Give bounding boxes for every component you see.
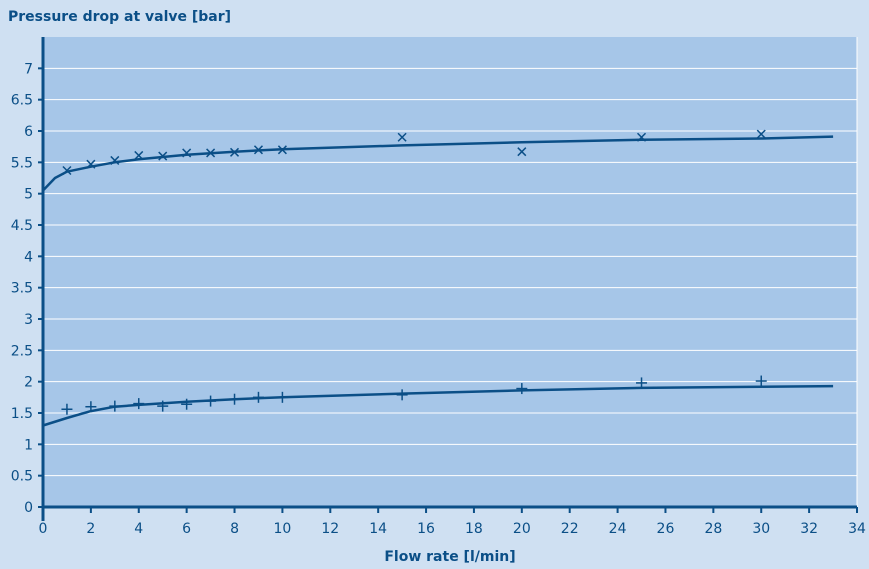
plus-marker [252,391,264,403]
x-tick-label: 28 [704,521,722,537]
x-axis-ticks: 0 2 4 6 8 10 12 14 16 18 20 22 24 26 28 30 32 34 [39,507,866,537]
x-axis-title: Flow rate [l/min] [384,549,515,565]
y-tick-label: 4.5 [11,218,33,234]
x-tick-label: 32 [800,521,818,537]
x-tick-label: 10 [273,521,291,537]
x-tick-label: 12 [321,521,339,537]
x-tick-label: 18 [465,521,483,537]
x-marker [229,147,240,157]
x-marker [253,145,264,155]
y-tick-label: 2 [24,375,33,391]
plus-marker [157,400,169,412]
y-axis-title: Pressure drop at valve [bar] [8,9,231,25]
plus-marker [636,377,648,389]
x-tick-label: 22 [561,521,579,537]
y-tick-label: 5 [24,187,33,203]
y-tick-label: 1.5 [11,406,33,422]
x-marker [86,159,96,169]
x-marker [110,155,120,165]
plus-marker [276,391,288,403]
plus-marker [85,401,97,413]
y-tick-label: 0 [24,500,33,516]
plus-marker [396,389,408,401]
y-tick-label: 0.5 [11,469,33,485]
data-markers [61,129,767,415]
plus-marker [229,393,241,405]
x-tick-label: 0 [39,521,48,537]
y-axis-ticks: 0 0.5 1 1.5 2 2.5 3 3.5 4 4.5 5 5.5 6 6.5 7 [11,61,43,516]
grid-lines [43,37,858,507]
plus-marker [205,395,217,407]
x-tick-label: 30 [752,521,770,537]
x-marker [636,132,647,142]
x-marker [62,165,72,176]
y-tick-label: 3 [24,312,33,328]
plot-area [43,37,857,507]
x-marker [134,150,144,160]
x-tick-label: 4 [134,521,143,537]
y-tick-label: 7 [24,61,33,77]
x-marker [182,148,192,158]
y-tick-label: 1 [24,437,33,453]
x-marker [756,129,766,139]
x-tick-label: 34 [848,521,866,537]
plus-marker [109,400,121,412]
y-tick-label: 4 [24,249,33,265]
x-marker [397,132,407,142]
y-tick-label: 3.5 [11,281,33,297]
y-tick-label: 2.5 [11,343,33,359]
x-tick-label: 6 [182,521,191,537]
y-tick-label: 6.5 [11,93,33,109]
plus-marker [516,383,528,395]
x-tick-label: 16 [417,521,435,537]
x-marker [277,145,287,155]
x-tick-label: 2 [86,521,95,537]
axes [41,37,857,521]
x-marker [206,148,216,158]
x-tick-label: 24 [609,521,627,537]
plus-marker [133,398,145,410]
x-tick-label: 14 [369,521,387,537]
plus-marker [181,398,193,410]
x-marker [517,147,527,157]
plus-marker [61,403,73,415]
y-tick-label: 6 [24,124,33,140]
x-tick-label: 20 [513,521,531,537]
plus-marker [755,375,767,387]
x-marker [158,151,168,161]
y-tick-label: 5.5 [11,155,33,171]
x-tick-label: 26 [657,521,675,537]
x-tick-label: 8 [230,521,239,537]
